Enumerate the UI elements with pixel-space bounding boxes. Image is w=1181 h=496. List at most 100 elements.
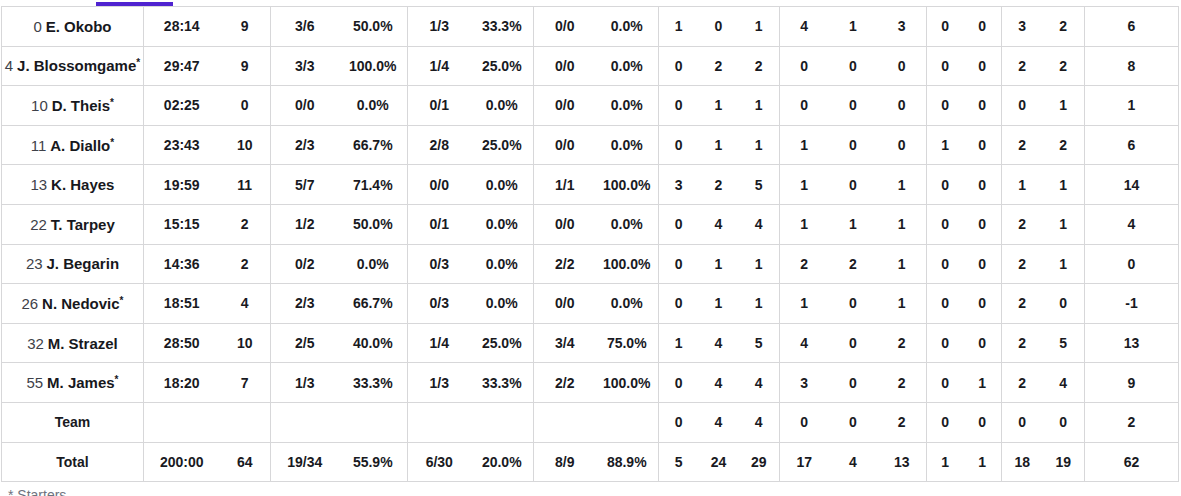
stat-pf: 2 — [1002, 284, 1043, 324]
stat-reb-t: 4 — [739, 402, 780, 442]
stat-blk: 0 — [927, 323, 964, 363]
stat-blk: 0 — [927, 165, 964, 205]
stat-2pt-ma: 0/2 — [271, 244, 339, 284]
player-name-cell[interactable]: 26 N. Nedovic* — [2, 284, 144, 324]
stat-reb-d: 24 — [699, 442, 739, 482]
stat-ft-pct — [596, 402, 659, 442]
stat-3pt-ma: 6/30 — [408, 442, 471, 482]
stat-reb-d: 1 — [699, 244, 739, 284]
stat-ast: 4 — [780, 7, 829, 47]
stat-ft-ma: 1/1 — [534, 165, 596, 205]
stat-reb-d: 0 — [699, 7, 739, 47]
team-row: Team04400200002 — [2, 402, 1179, 442]
stat-2pt-ma: 1/2 — [271, 204, 339, 244]
stat-ft-ma: 8/9 — [534, 442, 596, 482]
player-name: T. Tarpey — [51, 216, 115, 233]
stat-fd: 0 — [1043, 284, 1085, 324]
stat-ft-ma: 0/0 — [534, 204, 596, 244]
stat-pf: 2 — [1002, 244, 1043, 284]
stat-reb-o: 3 — [659, 165, 699, 205]
stat-reb-d: 1 — [699, 86, 739, 126]
stat-ft-ma: 0/0 — [534, 284, 596, 324]
player-name-cell[interactable]: 0 E. Okobo — [2, 7, 144, 47]
stat-tov: 1 — [878, 165, 927, 205]
stat-pf: 2 — [1002, 323, 1043, 363]
stat-2pt-pct: 66.7% — [339, 125, 408, 165]
stat-tov: 1 — [878, 204, 927, 244]
player-name-cell[interactable]: 55 M. James* — [2, 363, 144, 403]
stat-2pt-ma: 2/3 — [271, 284, 339, 324]
stat-3pt-ma: 1/3 — [408, 363, 471, 403]
player-name-cell[interactable]: 22 T. Tarpey — [2, 204, 144, 244]
stat-ast: 1 — [780, 125, 829, 165]
stat-3pt-ma — [408, 402, 471, 442]
player-name-cell[interactable]: 13 K. Hayes — [2, 165, 144, 205]
stat-pts: 9 — [220, 46, 271, 86]
starter-asterisk: * — [120, 295, 124, 306]
stat-eval: 6 — [1085, 7, 1179, 47]
stat-3pt-pct: 33.3% — [471, 363, 534, 403]
stat-reb-t: 1 — [739, 125, 780, 165]
stat-blk-rcv: 0 — [964, 244, 1002, 284]
stat-min: 02:25 — [144, 86, 220, 126]
stat-stl: 0 — [829, 86, 878, 126]
stat-reb-o: 0 — [659, 284, 699, 324]
stat-ft-pct: 0.0% — [596, 86, 659, 126]
stat-stl: 1 — [829, 204, 878, 244]
stat-2pt-ma: 3/6 — [271, 7, 339, 47]
starter-asterisk: * — [115, 374, 119, 385]
player-name: A. Diallo — [50, 137, 110, 154]
stat-2pt-pct: 71.4% — [339, 165, 408, 205]
player-name-cell[interactable]: 4 J. Blossomgame* — [2, 46, 144, 86]
stat-stl: 0 — [829, 165, 878, 205]
stat-eval: 0 — [1085, 244, 1179, 284]
stat-tov: 13 — [878, 442, 927, 482]
stat-2pt-pct: 66.7% — [339, 284, 408, 324]
stat-reb-o: 0 — [659, 363, 699, 403]
stat-ft-pct: 100.0% — [596, 244, 659, 284]
stat-2pt-ma: 0/0 — [271, 86, 339, 126]
player-name-cell[interactable]: 11 A. Diallo* — [2, 125, 144, 165]
stat-2pt-ma — [271, 402, 339, 442]
stat-2pt-pct: 55.9% — [339, 442, 408, 482]
player-row: 11 A. Diallo*23:43102/366.7%2/825.0%0/00… — [2, 125, 1179, 165]
stat-pf: 0 — [1002, 86, 1043, 126]
stat-blk-rcv: 0 — [964, 165, 1002, 205]
stat-ast: 2 — [780, 244, 829, 284]
stat-3pt-pct: 0.0% — [471, 86, 534, 126]
stat-reb-o: 0 — [659, 244, 699, 284]
stat-blk: 0 — [927, 7, 964, 47]
box-score-widget: 0 E. Okobo28:1493/650.0%1/333.3%0/00.0%1… — [0, 0, 1181, 496]
stat-ft-ma — [534, 402, 596, 442]
stat-3pt-ma: 1/4 — [408, 46, 471, 86]
stat-fd: 19 — [1043, 442, 1085, 482]
stat-reb-t: 2 — [739, 46, 780, 86]
player-name: M. Strazel — [48, 335, 118, 352]
row-label: Total — [2, 442, 144, 482]
stat-eval: 14 — [1085, 165, 1179, 205]
stat-eval: 9 — [1085, 363, 1179, 403]
stat-2pt-pct: 33.3% — [339, 363, 408, 403]
stat-min: 18:20 — [144, 363, 220, 403]
stat-ft-ma: 0/0 — [534, 7, 596, 47]
stat-3pt-ma: 0/1 — [408, 204, 471, 244]
stat-eval: 1 — [1085, 86, 1179, 126]
starter-asterisk: * — [110, 137, 114, 148]
stat-2pt-pct: 0.0% — [339, 244, 408, 284]
stat-reb-d: 2 — [699, 165, 739, 205]
player-name-cell[interactable]: 32 M. Strazel — [2, 323, 144, 363]
stat-ft-pct: 0.0% — [596, 7, 659, 47]
player-name-cell[interactable]: 10 D. Theis* — [2, 86, 144, 126]
stat-reb-t: 29 — [739, 442, 780, 482]
stat-eval: 6 — [1085, 125, 1179, 165]
stat-ft-pct: 0.0% — [596, 46, 659, 86]
stat-blk-rcv: 0 — [964, 402, 1002, 442]
player-name: D. Theis — [52, 97, 110, 114]
player-row: 0 E. Okobo28:1493/650.0%1/333.3%0/00.0%1… — [2, 7, 1179, 47]
stat-2pt-pct: 50.0% — [339, 7, 408, 47]
stat-ast: 1 — [780, 204, 829, 244]
player-name-cell[interactable]: 23 J. Begarin — [2, 244, 144, 284]
stat-eval: 13 — [1085, 323, 1179, 363]
starters-footnote: * Starters — [8, 487, 66, 496]
stat-blk: 0 — [927, 46, 964, 86]
